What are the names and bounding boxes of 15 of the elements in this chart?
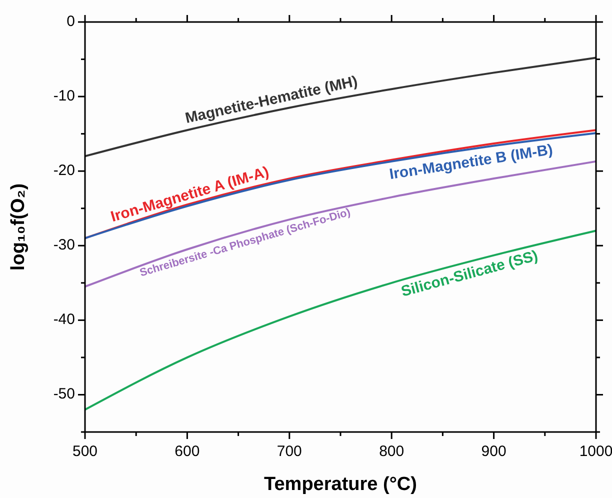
x-axis-title: Temperature (°C)	[264, 474, 417, 495]
x-tick-label: 600	[174, 443, 200, 460]
x-tick-label: 1000	[579, 443, 612, 460]
x-tick-label: 900	[481, 443, 506, 460]
x-tick-label: 800	[379, 443, 404, 460]
y-axis-title: log₁₀f(O₂)	[8, 183, 29, 271]
x-tick-label: 500	[72, 443, 98, 460]
y-tick-label: -30	[53, 236, 75, 254]
text: Iron-Magnetite B (IM-B)	[388, 141, 554, 184]
y-tick-label: -40	[53, 311, 75, 328]
y-tick-label: -20	[53, 162, 75, 180]
y-tick-label: -50	[53, 386, 75, 403]
y-tick-label: -10	[53, 88, 75, 105]
y-tick-label: 0	[66, 12, 75, 30]
x-tick-label: 700	[276, 443, 302, 460]
